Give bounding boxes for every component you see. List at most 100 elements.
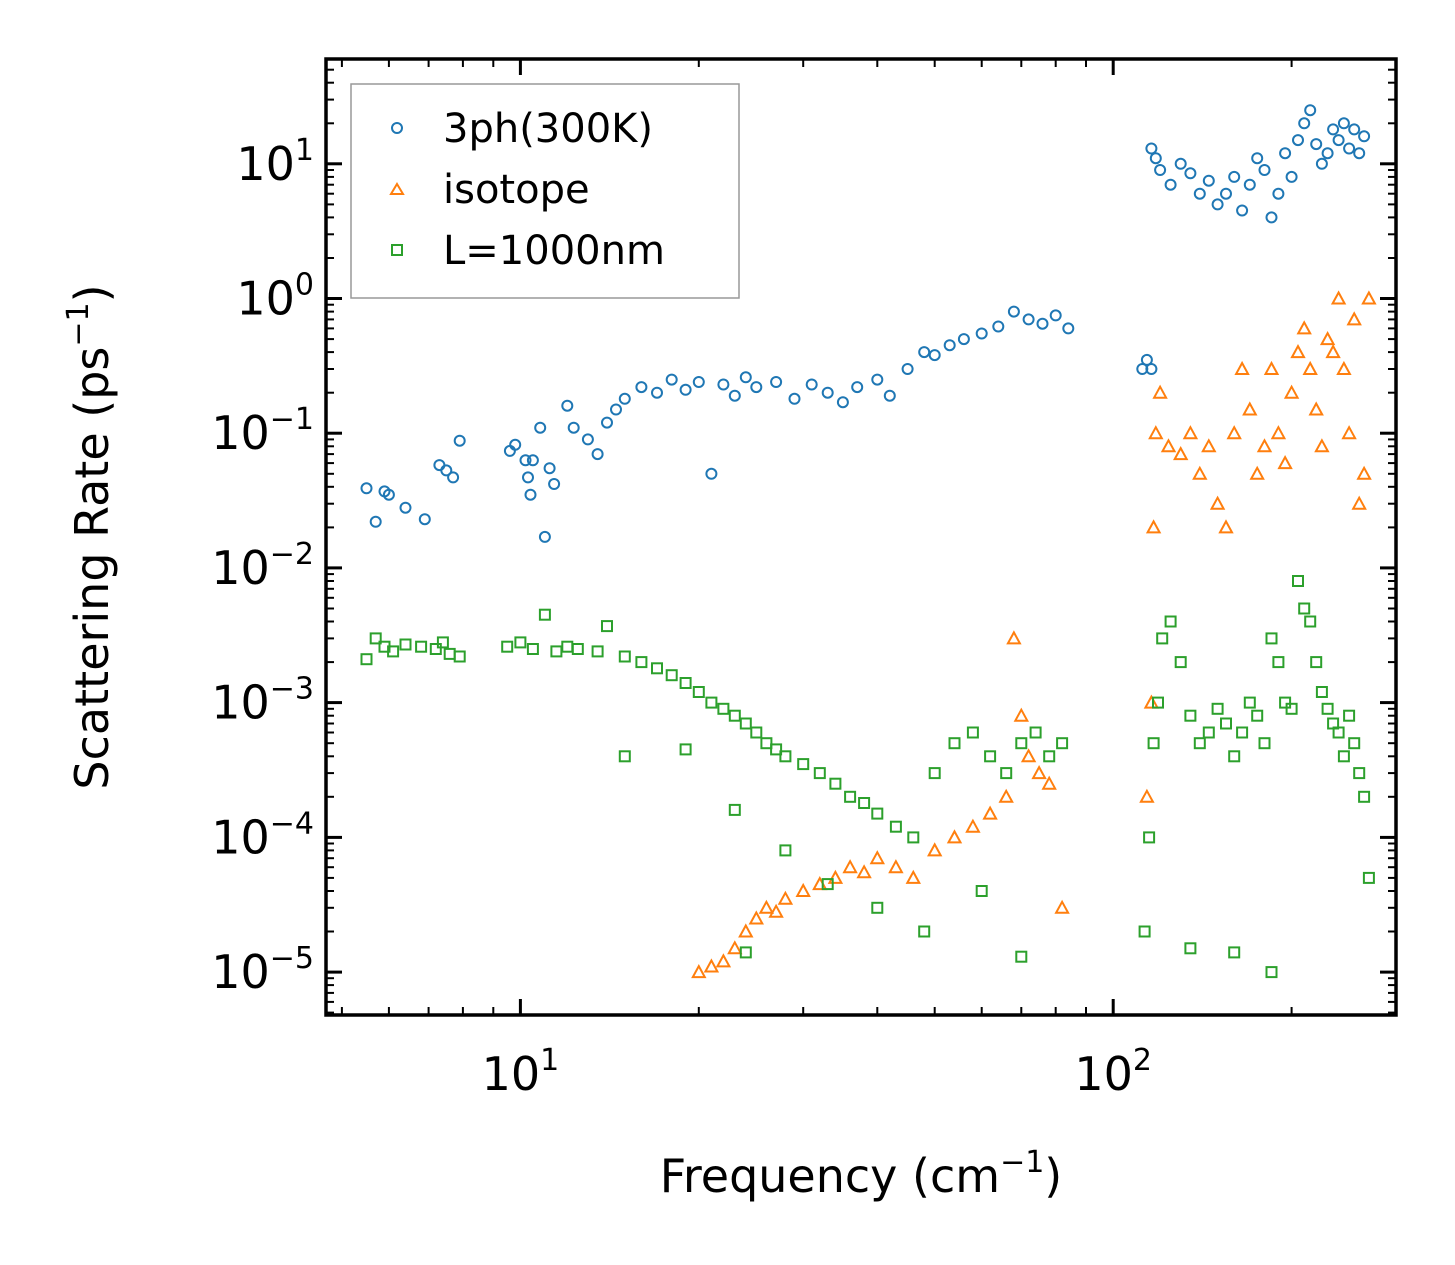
data-point-circle-0-88: [1343, 142, 1356, 155]
data-point-circle-0-5: [418, 513, 431, 526]
data-point-square-2-76: [1258, 737, 1271, 750]
data-point-square-2-86: [1321, 702, 1334, 715]
data-point-square-2-30: [760, 737, 773, 750]
data-point-circle-0-37: [770, 376, 783, 388]
data-point-square-2-78: [1272, 656, 1285, 669]
data-point-circle-0-69: [1220, 187, 1232, 200]
data-point-triangle-1-2: [715, 953, 732, 968]
data-point-circle-0-56: [1062, 322, 1075, 335]
data-point-circle-0-54: [1036, 317, 1049, 330]
tick-labels-layer: 101 102 101 100 10−1 10−2 10−3 10−4 10−5: [211, 133, 1152, 1101]
data-point-square-2-45: [1000, 767, 1013, 780]
x-tick-label-1: 102: [1074, 1043, 1152, 1101]
data-point-square-2-34: [813, 767, 826, 780]
y-axis-title-exponent: −1: [61, 302, 96, 346]
data-point-square-2-0: [360, 653, 373, 666]
data-point-square-2-17: [591, 645, 604, 658]
data-point-square-2-44: [984, 750, 997, 763]
data-point-square-2-36: [844, 790, 857, 803]
y-tick-label-3: 10−2: [211, 537, 314, 595]
data-point-triangle-1-41: [1234, 360, 1250, 375]
data-point-square-2-72: [1228, 750, 1241, 763]
data-point-circle-0-62: [1154, 164, 1167, 176]
data-point-triangle-1-17: [927, 842, 943, 857]
data-point-circle-0-59: [1145, 363, 1158, 375]
x-axis-title-end: ): [1044, 1149, 1062, 1203]
data-point-square-2-3: [387, 645, 400, 658]
data-point-square-2-69: [1202, 726, 1215, 739]
data-point-circle-0-79: [1292, 134, 1304, 147]
data-point-circle-0-29: [665, 373, 678, 386]
data-point-square-2-62: [1147, 737, 1160, 750]
data-point-circle-0-9: [453, 434, 466, 447]
data-point-circle-0-77: [1279, 147, 1292, 160]
data-point-circle-0-4: [399, 501, 412, 514]
data-point-square-2-1: [369, 632, 382, 645]
data-point-circle-0-7: [440, 464, 453, 477]
data-point-square-2-21: [651, 662, 663, 675]
data-point-square-2-77: [1265, 632, 1278, 645]
data-point-square-2-83: [1304, 615, 1317, 628]
data-point-square-2-46: [1015, 737, 1028, 750]
data-point-triangle-1-24: [1020, 748, 1037, 763]
data-point-triangle-1-15: [888, 859, 904, 874]
data-point-square-2-5: [415, 640, 428, 653]
data-point-square-2-88: [1332, 726, 1345, 739]
data-point-square-2-52: [728, 803, 741, 816]
data-point-triangle-1-25: [1031, 765, 1047, 780]
data-point-square-2-96: [1228, 946, 1241, 959]
x-axis-title: Frequency (cm−1): [660, 1145, 1063, 1203]
x-tick-label-0: 101: [482, 1043, 560, 1101]
data-point-triangle-1-0: [691, 964, 707, 979]
data-point-triangle-1-60: [1351, 495, 1367, 510]
data-point-triangle-1-32: [1152, 384, 1168, 399]
data-point-triangle-1-53: [1314, 438, 1330, 453]
data-point-circle-0-21: [567, 421, 580, 434]
data-point-circle-0-55: [1049, 309, 1062, 322]
data-point-circle-0-63: [1164, 178, 1177, 191]
legend-box: [350, 83, 740, 299]
data-point-square-2-49: [1056, 737, 1069, 750]
data-point-triangle-1-39: [1218, 519, 1234, 534]
data-point-triangle-1-38: [1209, 495, 1226, 510]
data-point-circle-0-26: [618, 392, 631, 405]
data-point-circle-0-45: [901, 363, 914, 375]
data-point-square-2-37: [858, 797, 871, 809]
data-point-circle-0-52: [1007, 305, 1020, 318]
data-point-square-2-7: [436, 636, 449, 649]
data-point-circle-0-82: [1310, 138, 1323, 151]
data-point-circle-0-14: [524, 488, 537, 501]
data-point-square-2-35: [829, 777, 842, 790]
y-tick-label-6: 10−5: [211, 941, 314, 999]
data-point-triangle-1-5: [748, 910, 764, 925]
data-point-triangle-1-8: [777, 890, 794, 905]
data-point-circle-0-8: [447, 471, 460, 484]
data-point-circle-0-80: [1298, 117, 1311, 130]
data-point-triangle-1-62: [1361, 290, 1377, 305]
data-point-triangle-1-23: [1013, 707, 1029, 722]
data-point-circle-0-66: [1193, 187, 1206, 200]
legend-label-l1000nm: L=1000nm: [443, 228, 665, 274]
data-point-square-2-11: [514, 636, 527, 649]
data-point-circle-0-15: [526, 454, 539, 467]
data-point-circle-0-64: [1174, 157, 1187, 170]
data-point-circle-0-17: [538, 530, 551, 543]
data-point-circle-0-71: [1236, 204, 1249, 217]
data-point-circle-0-53: [1022, 313, 1035, 326]
data-point-circle-0-18: [543, 462, 556, 475]
data-point-triangle-1-56: [1330, 290, 1347, 305]
data-point-square-2-38: [871, 807, 884, 820]
data-point-triangle-1-46: [1270, 425, 1287, 440]
x-axis-title-exponent: −1: [1000, 1145, 1044, 1180]
data-point-triangle-1-12: [842, 859, 858, 874]
data-point-square-2-54: [779, 844, 792, 857]
data-point-square-2-4: [399, 638, 412, 651]
data-point-circle-0-81: [1304, 104, 1317, 117]
data-point-square-2-23: [679, 677, 692, 689]
data-point-square-2-26: [717, 702, 730, 715]
data-point-circle-0-13: [522, 471, 534, 484]
data-point-circle-0-1: [369, 515, 382, 528]
legend-marker-3ph: [391, 122, 403, 134]
